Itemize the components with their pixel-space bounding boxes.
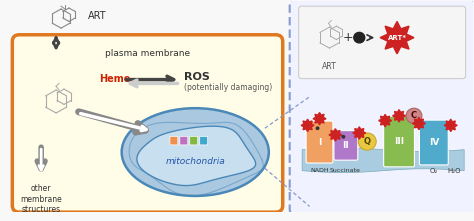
Circle shape — [341, 135, 346, 139]
Text: H₂O: H₂O — [447, 168, 460, 174]
FancyBboxPatch shape — [419, 120, 448, 165]
Text: O₂: O₂ — [430, 168, 438, 174]
FancyBboxPatch shape — [299, 6, 465, 79]
FancyBboxPatch shape — [334, 131, 358, 160]
Text: +: + — [343, 31, 354, 44]
Text: IV: IV — [428, 138, 439, 147]
Text: Succinate: Succinate — [330, 168, 361, 173]
Text: I: I — [318, 137, 321, 147]
Polygon shape — [444, 119, 457, 131]
Text: ART: ART — [88, 11, 107, 21]
Text: III: III — [394, 137, 404, 146]
Text: ART*: ART* — [388, 35, 407, 41]
Circle shape — [354, 32, 365, 43]
Circle shape — [406, 108, 422, 124]
Text: NADH: NADH — [310, 168, 329, 173]
Text: plasma membrane: plasma membrane — [105, 49, 190, 58]
Text: C: C — [411, 111, 417, 120]
Polygon shape — [392, 110, 405, 122]
FancyBboxPatch shape — [200, 136, 208, 145]
FancyBboxPatch shape — [306, 121, 333, 163]
Text: Heme: Heme — [99, 74, 130, 84]
Text: ART: ART — [322, 62, 337, 71]
Polygon shape — [412, 117, 425, 130]
Polygon shape — [313, 112, 326, 125]
FancyBboxPatch shape — [190, 136, 198, 145]
Circle shape — [358, 133, 376, 150]
Polygon shape — [301, 119, 314, 131]
Polygon shape — [353, 127, 366, 139]
Polygon shape — [380, 21, 414, 54]
FancyBboxPatch shape — [12, 35, 283, 212]
FancyBboxPatch shape — [290, 0, 474, 214]
Ellipse shape — [122, 108, 269, 196]
Polygon shape — [329, 129, 342, 141]
Polygon shape — [137, 126, 255, 186]
Text: (potentially damaging): (potentially damaging) — [184, 83, 273, 92]
Text: Q: Q — [364, 137, 371, 146]
FancyBboxPatch shape — [383, 116, 414, 167]
FancyBboxPatch shape — [180, 136, 188, 145]
Polygon shape — [379, 114, 392, 127]
Text: other
membrane
structures: other membrane structures — [20, 185, 62, 214]
Text: mitochondria: mitochondria — [165, 157, 225, 166]
Circle shape — [316, 126, 319, 130]
Text: II: II — [343, 141, 349, 150]
FancyBboxPatch shape — [170, 136, 178, 145]
Text: ROS: ROS — [184, 72, 210, 82]
